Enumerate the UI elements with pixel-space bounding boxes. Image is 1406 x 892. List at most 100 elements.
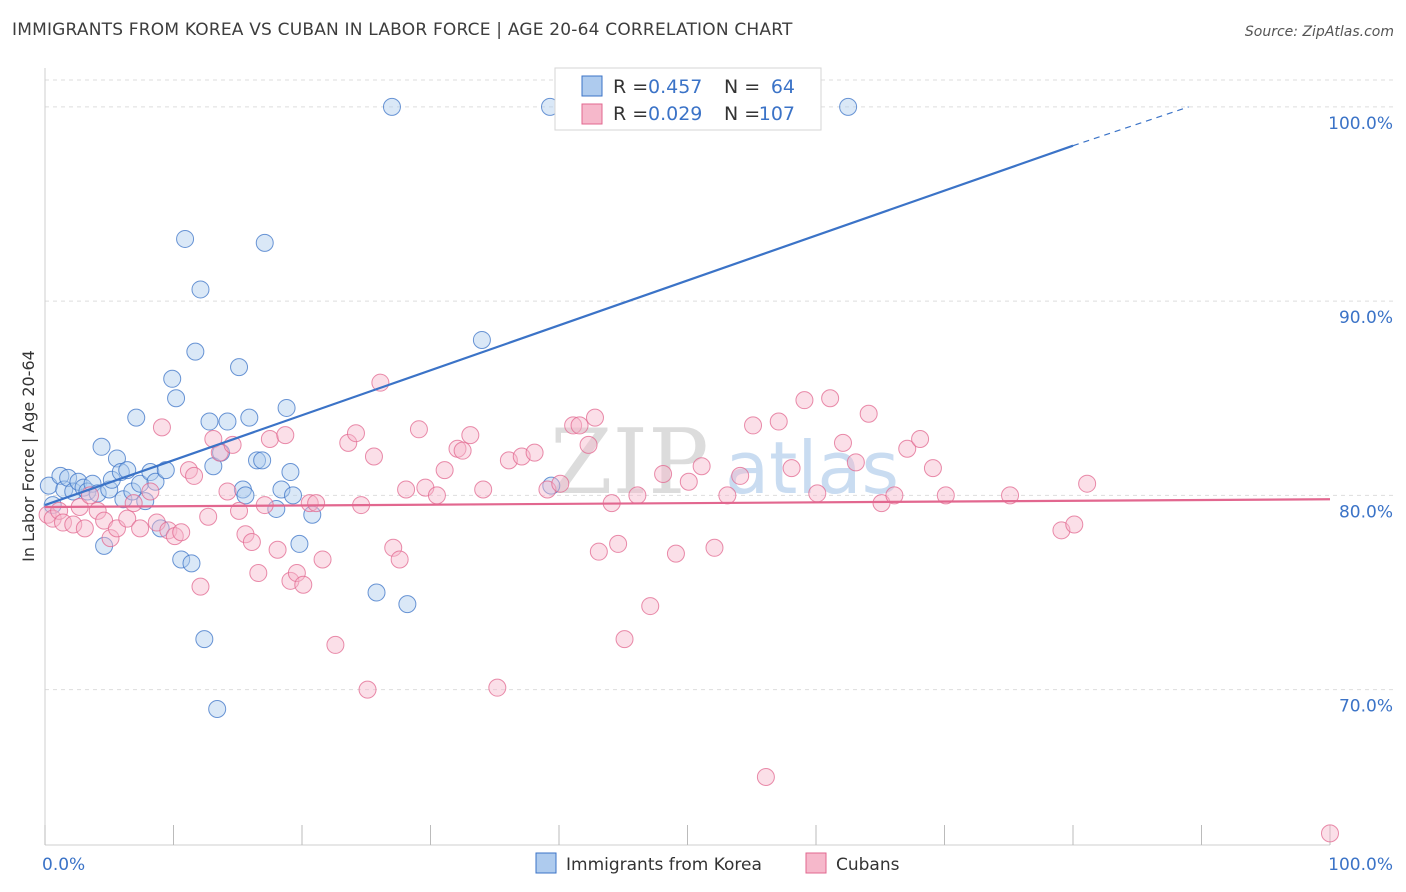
point-cubans (384, 538, 403, 557)
point-cubans (287, 564, 306, 583)
trend-line-korea (44, 144, 1074, 507)
point-cubans (260, 430, 279, 449)
point-cubans (1321, 824, 1339, 843)
point-cubans (268, 540, 287, 559)
point-cubans (525, 443, 544, 462)
chart-title: IMMIGRANTS FROM KOREA VS CUBAN IN LABOR … (12, 20, 793, 40)
point-cubans (218, 482, 237, 501)
point-korea (398, 595, 417, 614)
point-cubans (1001, 486, 1020, 505)
point-korea (163, 369, 182, 388)
legend-n-label-korea: N = (724, 76, 760, 98)
point-korea (277, 398, 296, 417)
point-korea (167, 389, 186, 408)
point-cubans (923, 459, 942, 478)
point-korea (382, 97, 401, 116)
point-cubans (589, 542, 608, 561)
point-cubans (936, 486, 955, 505)
scatter-points (38, 97, 1339, 843)
point-cubans (731, 466, 750, 485)
legend-swatch-cubans (581, 103, 603, 125)
point-cubans (75, 519, 94, 538)
point-korea (92, 437, 111, 456)
point-korea (281, 463, 300, 482)
point-cubans (242, 532, 261, 551)
y-tick-label: 90.0% (1339, 308, 1393, 328)
legend-r-value-korea: 0.457 (648, 76, 702, 98)
y-tick-label: 80.0% (1339, 502, 1393, 522)
point-cubans (666, 544, 685, 563)
point-cubans (435, 461, 454, 480)
point-cubans (628, 486, 647, 505)
point-cubans (821, 389, 840, 408)
point-cubans (846, 453, 865, 472)
x-ticks (44, 825, 1331, 845)
point-cubans (705, 538, 724, 557)
point-korea (208, 700, 227, 719)
point-cubans (131, 519, 150, 538)
point-cubans (397, 480, 416, 499)
y-tick-labels: 70.0% 80.0% 90.0% 100.0% (1328, 114, 1393, 717)
point-korea (472, 330, 491, 349)
point-cubans (461, 426, 480, 445)
point-cubans (859, 404, 878, 423)
point-korea (123, 482, 142, 501)
point-cubans (488, 678, 507, 697)
point-cubans (718, 486, 737, 505)
point-cubans (313, 550, 332, 569)
legend-r-label-cubans: R = (613, 103, 648, 125)
point-cubans (570, 416, 589, 435)
point-cubans (833, 433, 852, 452)
x-tick-label-max: 100.0% (1328, 855, 1393, 875)
point-korea (191, 280, 210, 299)
point-korea (367, 583, 386, 602)
legend-r-value-cubans: 0.029 (648, 103, 702, 125)
legend-swatch-korea (581, 75, 603, 97)
point-cubans (579, 435, 598, 454)
point-korea (59, 468, 78, 487)
point-cubans (346, 424, 365, 443)
point-cubans (64, 515, 83, 534)
point-cubans (179, 461, 198, 480)
point-cubans (118, 509, 137, 528)
point-cubans (609, 534, 628, 553)
point-korea (51, 466, 70, 485)
legend-r-label-korea: R = (613, 76, 648, 98)
point-cubans (453, 441, 472, 460)
point-cubans (409, 420, 428, 439)
x-tick-label-min: 0.0% (42, 855, 85, 875)
point-korea (240, 408, 259, 427)
point-cubans (885, 486, 904, 505)
point-cubans (641, 597, 660, 616)
point-korea (272, 480, 291, 499)
point-cubans (191, 577, 210, 596)
point-korea (114, 490, 133, 509)
point-cubans (1065, 515, 1084, 534)
point-cubans (808, 484, 827, 503)
point-cubans (615, 630, 634, 649)
point-korea (39, 476, 58, 495)
point-cubans (585, 408, 604, 427)
point-cubans (898, 439, 917, 458)
point-korea (182, 554, 201, 573)
point-cubans (152, 418, 171, 437)
point-cubans (795, 391, 814, 410)
point-cubans (911, 430, 930, 449)
point-korea (839, 97, 858, 116)
point-korea (186, 342, 205, 361)
point-korea (146, 472, 165, 491)
bottom-legend-label-korea: Immigrants from Korea (566, 855, 762, 875)
point-korea (172, 550, 191, 569)
point-korea (230, 358, 249, 377)
legend-n-label-cubans: N = (724, 103, 760, 125)
trend-line-cubans (44, 498, 1331, 509)
point-cubans (300, 494, 319, 513)
point-cubans (564, 416, 583, 435)
trend-lines (44, 106, 1331, 509)
point-cubans (141, 482, 160, 501)
point-cubans (172, 523, 191, 542)
legend-n-value-cubans: 107 (759, 103, 795, 125)
bottom-legend-swatch-cubans (805, 852, 827, 874)
point-cubans (276, 426, 295, 445)
